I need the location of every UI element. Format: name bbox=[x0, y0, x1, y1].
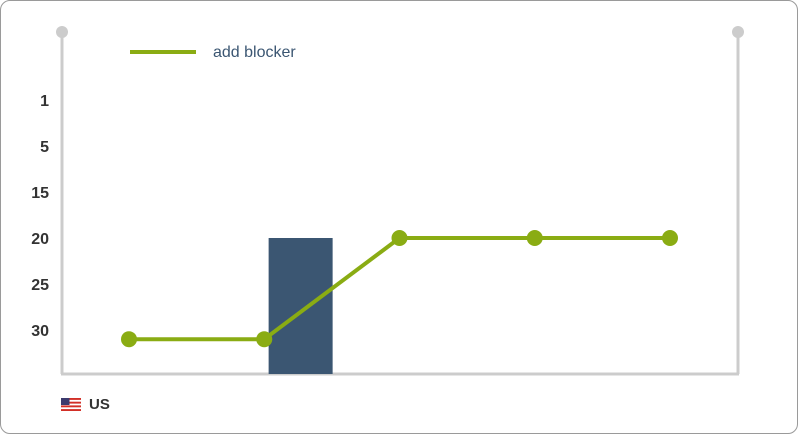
data-point bbox=[391, 230, 408, 246]
us-flag-icon bbox=[61, 398, 81, 411]
legend: add blocker bbox=[130, 44, 296, 61]
footer-label: US bbox=[89, 396, 110, 413]
footer: US bbox=[61, 396, 110, 413]
data-point bbox=[662, 230, 678, 246]
left-axis-cap bbox=[56, 26, 68, 38]
right-axis-cap bbox=[732, 26, 744, 38]
y-tick-label: 25 bbox=[31, 277, 49, 294]
series-line bbox=[129, 236, 670, 342]
data-point bbox=[256, 331, 273, 348]
data-point bbox=[526, 230, 543, 246]
y-tick-label: 30 bbox=[31, 323, 49, 340]
axes bbox=[56, 26, 744, 376]
bar bbox=[268, 238, 333, 374]
data-point bbox=[121, 331, 137, 348]
line-series bbox=[129, 236, 670, 342]
y-tick-label: 15 bbox=[31, 185, 49, 202]
y-tick-label: 1 bbox=[40, 93, 49, 110]
legend-label: add blocker bbox=[213, 44, 296, 61]
line-points bbox=[121, 230, 678, 348]
y-tick-label: 5 bbox=[40, 139, 49, 156]
bars bbox=[268, 238, 333, 374]
y-tick-label: 20 bbox=[31, 231, 49, 248]
